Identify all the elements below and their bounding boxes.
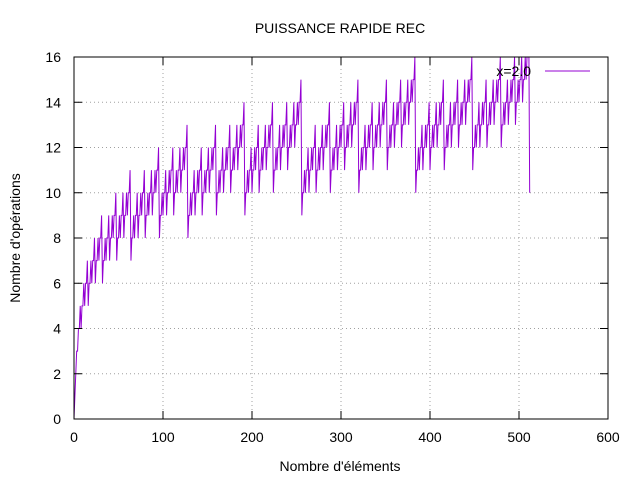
series-layer [74,57,531,419]
grid-layer [74,57,608,419]
y-tick-label: 10 [45,185,61,201]
plot-frame [73,56,609,420]
y-tick-label: 4 [53,321,61,337]
y-axis-label: Nombre d'opérations [7,173,23,303]
y-tick-label: 0 [53,411,61,427]
x-tick-label: 0 [70,429,78,445]
y-tick-label: 6 [53,275,61,291]
y-tick-label: 14 [45,94,61,110]
y-tick-label: 12 [45,140,61,156]
y-tick-label: 16 [45,49,61,65]
y-tick-label: 8 [53,230,61,246]
x-axis-label: Nombre d'éléments [280,458,401,474]
axes-layer: 0 100 200 300 400 500 600 0 2 4 6 8 10 12 14 16 [45,49,619,445]
x-tick-label: 400 [418,429,442,445]
x-tick-label: 500 [507,429,531,445]
series-line [74,57,531,419]
x-tick-label: 600 [596,429,620,445]
x-tick-label: 100 [151,429,175,445]
legend: x=2.0 [496,63,590,79]
x-tick-label: 200 [240,429,264,445]
y-tick-label: 2 [53,366,61,382]
x-tick-label: 300 [329,429,353,445]
chart-title: PUISSANCE RAPIDE REC [255,20,425,36]
legend-label: x=2.0 [496,63,531,79]
